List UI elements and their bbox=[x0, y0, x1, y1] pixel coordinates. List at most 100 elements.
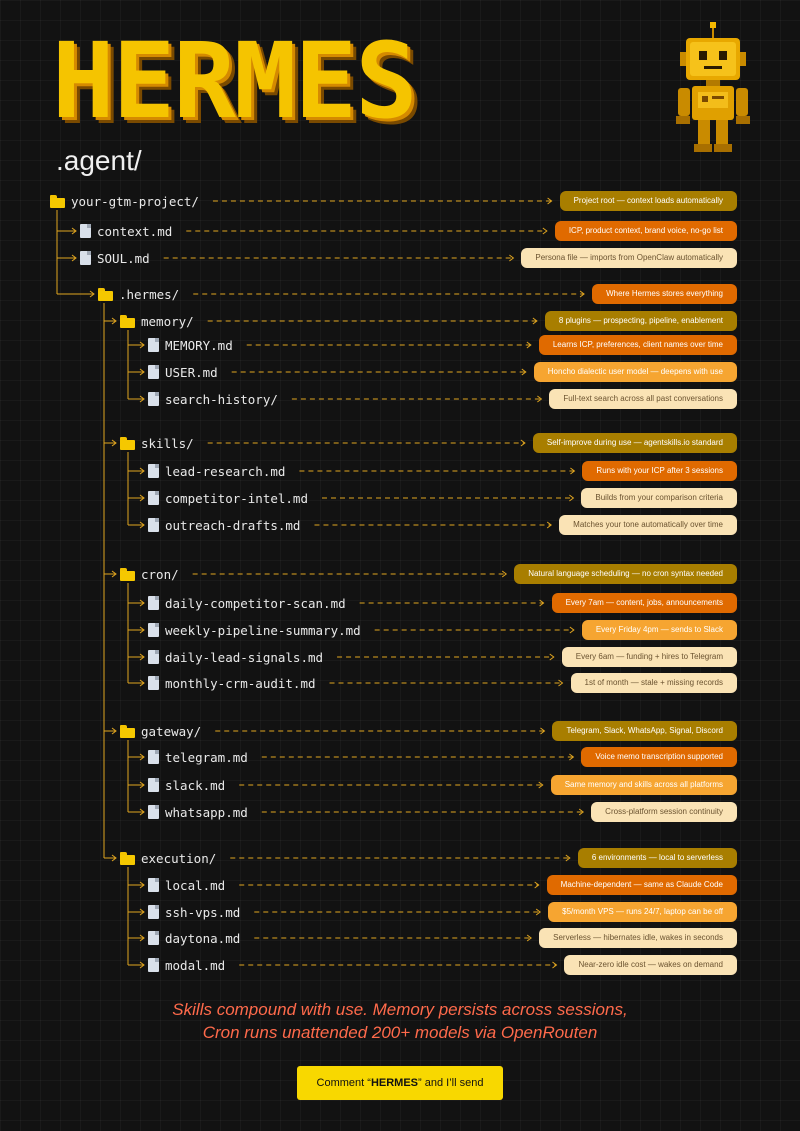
tree-item-name: slack.md bbox=[165, 777, 226, 793]
tree-file[interactable]: lead-research.md bbox=[148, 461, 285, 481]
arrow-head bbox=[139, 961, 145, 969]
arrow-head bbox=[538, 781, 544, 789]
annotation-pill: Machine-dependent — same as Claude Code bbox=[546, 875, 737, 895]
arrow-head bbox=[139, 653, 145, 661]
tree-file[interactable]: MEMORY.md bbox=[148, 335, 233, 355]
folder-icon bbox=[50, 194, 65, 209]
file-icon bbox=[148, 931, 159, 945]
tree-item-name: your-gtm-project/ bbox=[71, 193, 199, 209]
arrow-head bbox=[139, 521, 145, 529]
tree-item-name: MEMORY.md bbox=[165, 337, 233, 353]
tree-file[interactable]: slack.md bbox=[148, 775, 225, 795]
arrow-head bbox=[139, 341, 145, 349]
annotation-pill: $5/month VPS — runs 24/7, laptop can be … bbox=[548, 902, 737, 922]
tree-file[interactable]: telegram.md bbox=[148, 747, 248, 767]
annotation-pill: Natural language scheduling — no cron sy… bbox=[514, 564, 737, 584]
annotation-pill: 6 environments — local to serverless bbox=[577, 848, 737, 868]
folder-icon bbox=[120, 436, 135, 451]
file-icon bbox=[148, 650, 159, 664]
tree-file[interactable]: context.md bbox=[80, 221, 172, 241]
file-icon bbox=[148, 958, 159, 972]
tree-file[interactable]: weekly-pipeline-summary.md bbox=[148, 620, 361, 640]
annotation-pill: Serverless — hibernates idle, wakes in s… bbox=[539, 928, 737, 948]
arrow-head bbox=[569, 753, 575, 761]
arrow-head bbox=[139, 781, 145, 789]
tree-file[interactable]: competitor-intel.md bbox=[148, 488, 308, 508]
tree-file[interactable]: monthly-crm-audit.md bbox=[148, 673, 316, 693]
arrow-head bbox=[542, 227, 548, 235]
tree-file[interactable]: modal.md bbox=[148, 955, 225, 975]
arrow-head bbox=[569, 626, 575, 634]
annotation-pill: Builds from your comparison criteria bbox=[581, 488, 737, 508]
tree-item-name: competitor-intel.md bbox=[165, 490, 308, 506]
tree-file[interactable]: USER.md bbox=[148, 362, 218, 382]
file-icon bbox=[148, 518, 159, 532]
arrow-head bbox=[111, 727, 117, 735]
comment-cta-button[interactable]: Comment “HERMES” and I’ll send bbox=[297, 1066, 503, 1100]
tree-file[interactable]: ssh-vps.md bbox=[148, 902, 240, 922]
arrow-head bbox=[71, 254, 77, 262]
arrow-head bbox=[526, 341, 532, 349]
file-icon bbox=[148, 365, 159, 379]
file-icon bbox=[148, 905, 159, 919]
file-icon bbox=[148, 491, 159, 505]
arrow-head bbox=[535, 908, 541, 916]
tree-file[interactable]: daily-competitor-scan.md bbox=[148, 593, 346, 613]
arrow-head bbox=[540, 727, 546, 735]
file-icon bbox=[148, 464, 159, 478]
arrow-head bbox=[139, 753, 145, 761]
arrow-head bbox=[565, 854, 571, 862]
file-icon bbox=[148, 778, 159, 792]
tree-item-name: memory/ bbox=[141, 313, 194, 329]
tree-file[interactable]: daily-lead-signals.md bbox=[148, 647, 323, 667]
annotation-pill: Learns ICP, preferences, client names ov… bbox=[538, 335, 737, 355]
arrow-head bbox=[526, 934, 532, 942]
file-icon bbox=[80, 251, 91, 265]
file-icon bbox=[148, 596, 159, 610]
annotation-pill: Honcho dialectic user model — deepens wi… bbox=[533, 362, 737, 382]
arrow-head bbox=[569, 494, 575, 502]
annotation-pill: Self-improve during use — agentskills.io… bbox=[532, 433, 737, 453]
tagline: Skills compound with use. Memory persist… bbox=[0, 998, 800, 1044]
arrow-head bbox=[139, 395, 145, 403]
arrow-head bbox=[547, 197, 553, 205]
tree-item-name: cron/ bbox=[141, 566, 179, 582]
tree-item-name: weekly-pipeline-summary.md bbox=[165, 622, 361, 638]
tree-folder[interactable]: memory/ bbox=[120, 311, 194, 331]
arrow-head bbox=[139, 467, 145, 475]
arrow-head bbox=[570, 467, 576, 475]
tree-folder[interactable]: gateway/ bbox=[120, 721, 201, 741]
tree-folder[interactable]: skills/ bbox=[120, 433, 194, 453]
tree-file[interactable]: search-history/ bbox=[148, 389, 278, 409]
file-icon bbox=[148, 878, 159, 892]
annotation-pill: Project root — context loads automatical… bbox=[559, 191, 737, 211]
annotation-pill: Voice memo transcription supported bbox=[581, 747, 737, 767]
tree-item-name: context.md bbox=[97, 223, 173, 239]
arrow-head bbox=[111, 570, 117, 578]
tree-item-name: .hermes/ bbox=[119, 286, 180, 302]
annotation-pill: Near-zero idle cost — wakes on demand bbox=[564, 955, 737, 975]
arrow-head bbox=[139, 368, 145, 376]
robot-icon bbox=[676, 22, 750, 152]
tree-folder[interactable]: execution/ bbox=[120, 848, 216, 868]
tree-item-name: execution/ bbox=[141, 850, 217, 866]
arrow-head bbox=[139, 808, 145, 816]
page-title: HERMES bbox=[52, 20, 418, 142]
file-icon bbox=[148, 392, 159, 406]
tree-folder[interactable]: your-gtm-project/ bbox=[50, 191, 199, 211]
tree-file[interactable]: daytona.md bbox=[148, 928, 240, 948]
arrow-head bbox=[520, 439, 526, 447]
tree-item-name: local.md bbox=[165, 877, 226, 893]
tree-item-name: ssh-vps.md bbox=[165, 904, 241, 920]
tree-folder[interactable]: cron/ bbox=[120, 564, 179, 584]
cta-keyword: HERMES bbox=[370, 1077, 419, 1089]
tree-file[interactable]: outreach-drafts.md bbox=[148, 515, 300, 535]
tree-file[interactable]: whatsapp.md bbox=[148, 802, 248, 822]
tree-file[interactable]: local.md bbox=[148, 875, 225, 895]
page-subtitle: .agent/ bbox=[56, 145, 142, 176]
tree-file[interactable]: SOUL.md bbox=[80, 248, 150, 268]
tree-item-name: daily-lead-signals.md bbox=[165, 649, 324, 665]
arrow-head bbox=[558, 679, 564, 687]
tree-item-name: search-history/ bbox=[165, 391, 278, 407]
tree-folder[interactable]: .hermes/ bbox=[98, 284, 179, 304]
